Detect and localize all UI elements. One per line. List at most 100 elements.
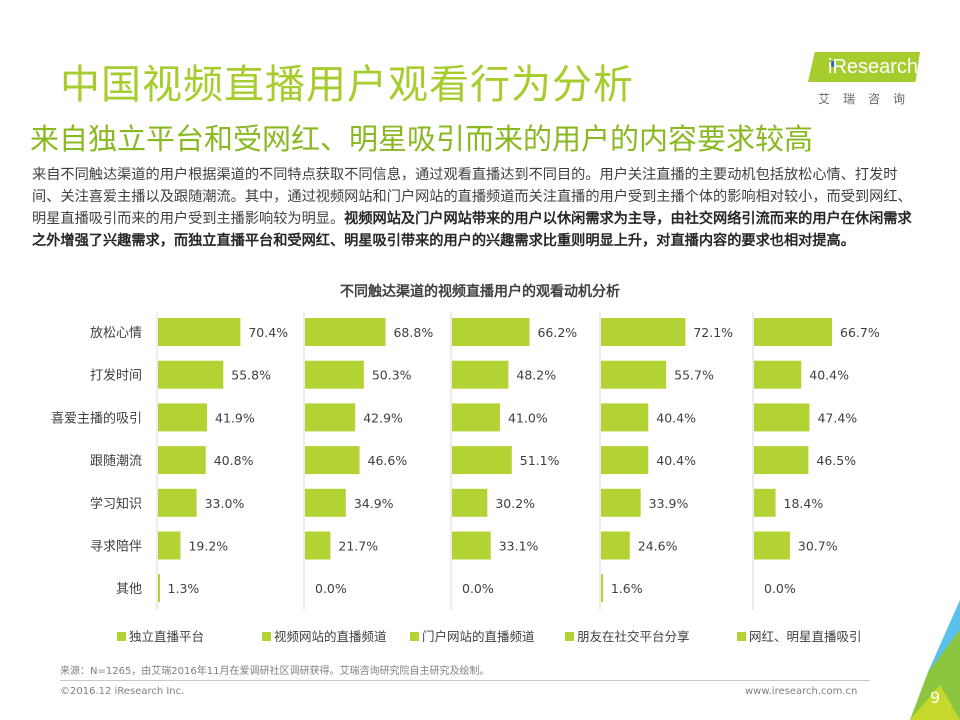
data-label: 0.0%: [764, 581, 796, 596]
data-label: 55.8%: [231, 368, 271, 383]
data-label: 68.8%: [393, 325, 433, 340]
bar: [305, 446, 360, 475]
data-label: 47.4%: [817, 410, 857, 425]
category-label: 学习知识: [90, 496, 142, 512]
data-label: 40.4%: [656, 453, 696, 468]
bar: [158, 318, 241, 346]
data-label: 21.7%: [338, 539, 378, 554]
data-label: 1.3%: [168, 581, 200, 596]
data-label: 24.6%: [638, 539, 678, 554]
data-label: 34.9%: [354, 496, 394, 511]
corner-lime-shape: [910, 685, 960, 720]
bar: [754, 488, 776, 517]
category-label: 打发时间: [90, 368, 142, 384]
data-label: 33.9%: [649, 496, 689, 511]
legend-label: 独立直播平台: [129, 629, 205, 644]
data-label: 55.7%: [674, 368, 714, 383]
bar: [754, 403, 810, 432]
data-label: 0.0%: [462, 581, 494, 596]
data-label: 42.9%: [363, 410, 403, 425]
data-label: 30.7%: [798, 539, 838, 554]
legend-label: 视频网站的直播频道: [274, 629, 387, 644]
chart-legend: 独立直播平台 视频网站的直播频道 门户网站的直播频道 朋友在社交平台分享 网红、明星直播…: [0, 626, 960, 646]
logo-dot-icon: [830, 61, 836, 67]
bar: [754, 360, 802, 389]
bar: [158, 446, 206, 475]
data-label: 40.4%: [809, 368, 849, 383]
bar: [452, 318, 530, 346]
legend-item: 独立直播平台: [117, 626, 204, 645]
data-label: 19.2%: [188, 539, 228, 554]
source-note: 来源：N=1265，由艾瑞2016年11月在爱调研社区调研获得。艾瑞咨询研究院自…: [60, 666, 490, 677]
bar: [158, 574, 160, 603]
data-label: 1.6%: [611, 581, 643, 596]
data-label: 70.4%: [248, 325, 288, 340]
data-label: 48.2%: [516, 368, 556, 383]
chart-title: 不同触达渠道的视频直播用户的观看动机分析: [340, 284, 620, 300]
page-title: 中国视频直播用户观看行为分析: [60, 62, 634, 108]
bar: [601, 403, 649, 432]
logo-badge: [808, 52, 920, 82]
data-label: 33.0%: [205, 496, 245, 511]
legend-swatch: [262, 632, 271, 641]
data-label: 66.7%: [840, 325, 880, 340]
data-label: 46.6%: [368, 453, 408, 468]
copyright: ©2016.12 iResearch Inc.: [60, 686, 185, 697]
category-label: 跟随潮流: [90, 454, 142, 469]
category-label: 喜爱主播的吸引: [51, 410, 142, 426]
bar: [754, 446, 809, 475]
legend-swatch: [565, 632, 574, 641]
data-label: 51.1%: [520, 453, 560, 468]
legend-item: 视频网站的直播频道: [262, 626, 387, 645]
data-label: 40.4%: [656, 410, 696, 425]
bar: [601, 574, 603, 603]
data-label: 0.0%: [315, 581, 347, 596]
legend-swatch: [410, 632, 419, 641]
legend-item: 门户网站的直播频道: [410, 626, 535, 645]
data-label: 50.3%: [372, 368, 412, 383]
bar: [754, 531, 790, 560]
legend-swatch: [737, 632, 746, 641]
description-normal: 来自不同触达渠道的用户根据渠道的不同特点获取不同信息，通过观看直播达到不同目的。…: [32, 167, 912, 227]
data-label: 30.2%: [495, 496, 535, 511]
website: www.iresearch.com.cn: [745, 686, 858, 697]
data-label: 33.1%: [499, 539, 539, 554]
legend-label: 网红、明星直播吸引: [749, 629, 862, 644]
bar: [158, 360, 224, 389]
bar: [305, 403, 356, 432]
bar: [601, 531, 630, 560]
bar: [452, 488, 488, 517]
bar: [452, 446, 512, 475]
bar: [601, 446, 649, 475]
logo-brand: iResearch: [828, 56, 919, 78]
bar: [601, 488, 641, 517]
category-label: 其他: [116, 582, 142, 597]
legend-label: 门户网站的直播频道: [422, 629, 535, 644]
page-subtitle: 来自独立平台和受网红、明星吸引而来的用户的内容要求较高: [30, 122, 814, 156]
data-label: 41.9%: [215, 410, 255, 425]
page-number: 9: [930, 688, 941, 707]
data-label: 18.4%: [784, 496, 824, 511]
data-label: 66.2%: [537, 325, 577, 340]
bar: [305, 531, 331, 560]
data-label: 41.0%: [508, 410, 548, 425]
bar: [754, 318, 833, 346]
legend-item: 网红、明星直播吸引: [737, 626, 862, 645]
bar: [452, 531, 491, 560]
description: 来自不同触达渠道的用户根据渠道的不同特点获取不同信息，通过观看直播达到不同目的。…: [32, 164, 922, 252]
legend-item: 朋友在社交平台分享: [565, 626, 690, 645]
legend-swatch: [117, 632, 126, 641]
bar: [305, 488, 346, 517]
bar: [158, 488, 197, 517]
bar: [601, 360, 667, 389]
bar: [305, 360, 364, 389]
corner-green-shape: [910, 630, 960, 720]
category-label: 放松心情: [90, 326, 142, 341]
iresearch-logo: iResearch 艾瑞咨询: [796, 48, 946, 108]
category-label: 寻求陪伴: [90, 540, 142, 555]
bar: [452, 360, 509, 389]
data-label: 46.5%: [816, 453, 856, 468]
bar: [452, 403, 500, 432]
logo-chinese-name: 艾瑞咨询: [818, 92, 919, 106]
